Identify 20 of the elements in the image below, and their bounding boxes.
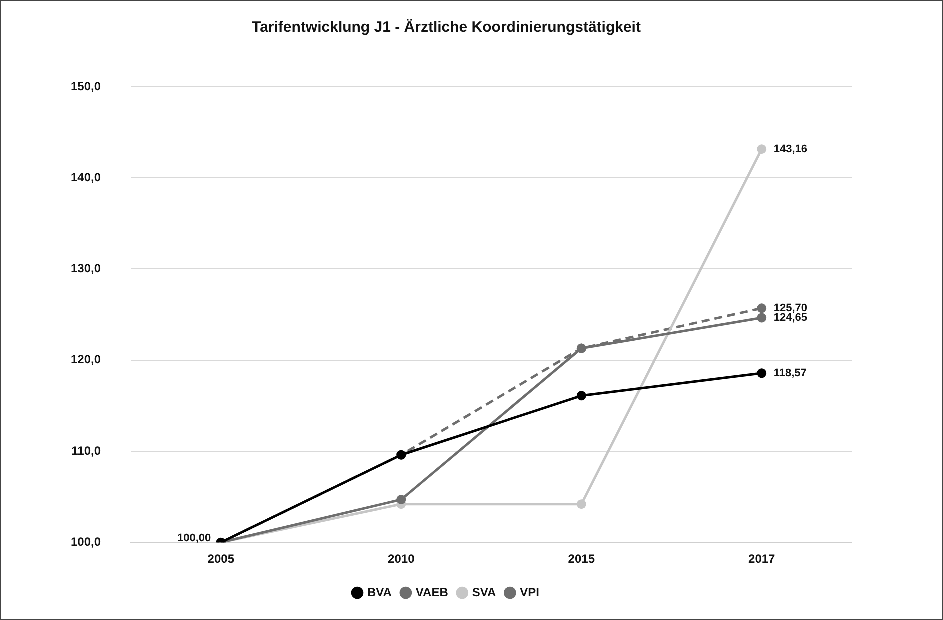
y-tick-label: 140,0 — [71, 170, 102, 184]
data-label: 143,16 — [774, 143, 808, 156]
x-tick-label: 2017 — [748, 552, 776, 566]
legend-label: VAEB — [416, 585, 449, 600]
y-tick-label: 120,0 — [71, 352, 102, 367]
x-tick-label: 2005 — [208, 552, 235, 566]
legend-label: SVA — [472, 585, 496, 600]
data-label: 125,70 — [774, 302, 808, 314]
y-tick-label: 110,0 — [72, 444, 102, 458]
data-label: 124,65 — [774, 312, 808, 324]
y-tick-label: 150,0 — [71, 79, 102, 94]
data-label: 118,57 — [774, 367, 807, 380]
data-label: 100,00 — [177, 532, 212, 545]
legend-label: VPI — [520, 585, 540, 600]
x-tick-label: 2010 — [388, 552, 416, 566]
y-tick-label: 130,0 — [71, 262, 102, 276]
legend-label: BVA — [367, 585, 392, 600]
x-tick-label: 2015 — [568, 552, 596, 566]
chart-title: Tarifentwicklung J1 - Ärztliche Koordinierungstätigkeit — [252, 19, 641, 36]
y-tick-label: 100,0 — [71, 534, 102, 549]
